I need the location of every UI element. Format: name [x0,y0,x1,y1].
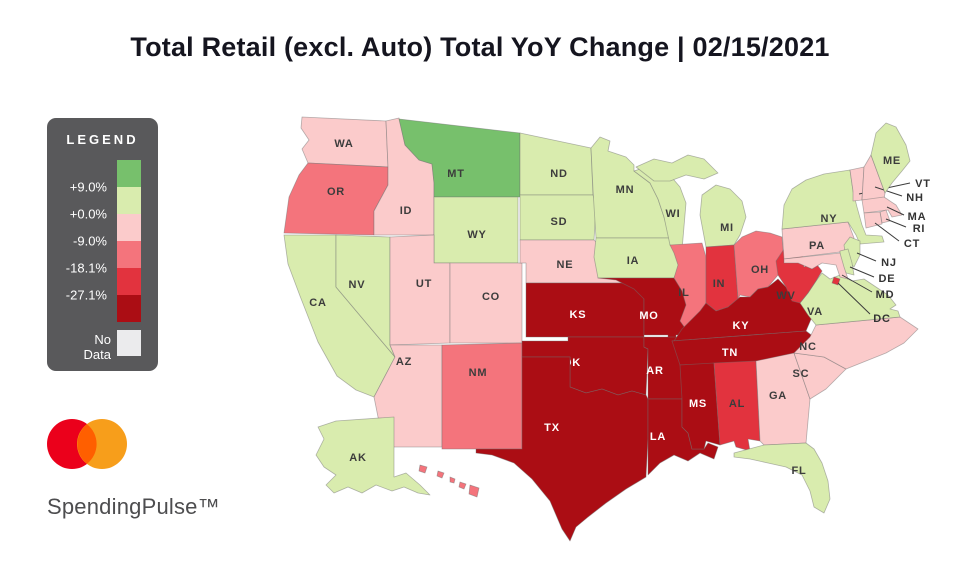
state-callout-label-DE: DE [879,273,896,285]
state-label-AZ: AZ [396,356,412,368]
state-TX [475,356,649,542]
mastercard-overlap-lens [77,424,97,464]
state-callout-label-CT: CT [904,238,920,250]
state-label-WY: WY [467,229,486,241]
state-label-VA: VA [807,306,823,318]
callout-line-MD [841,274,873,293]
state-callout-label-NH: NH [906,192,924,204]
state-callout-label-MD: MD [876,289,895,301]
state-OR [283,162,389,236]
state-label-ND: ND [550,168,568,180]
state-label-MS: MS [689,398,707,410]
state-VT [849,166,865,202]
state-ND [519,132,594,196]
legend-swatch-3 [117,241,141,268]
legend-boundary-label: -9.0% [73,233,107,249]
callout-line-CT [874,222,900,242]
legend-boundary-label: +9.0% [69,179,107,195]
state-label-IN: IN [713,278,726,290]
legend-swatch-4 [117,268,141,295]
state-FL [733,442,831,514]
state-label-NC: NC [799,341,817,353]
state-label-MI: MI [720,222,734,234]
us-choropleth-map: WA OR CA NV ID MT WY UT CO AZ NM ND SD NE KS OK TX MN IA MO… [278,95,960,557]
callout-line-DC [837,282,871,315]
state-HI [418,464,480,498]
state-callout-label-VT: VT [915,178,931,190]
state-CO [449,262,523,344]
state-label-GA: GA [769,390,787,402]
legend-no-data-label: No Data [83,332,111,362]
legend-boundary-label: -27.1% [65,287,107,303]
state-label-SC: SC [793,368,810,380]
legend-swatch-0 [117,160,141,187]
page-title: Total Retail (excl. Auto) Total YoY Chan… [130,32,830,62]
state-label-PA: PA [809,240,825,252]
state-label-NM: NM [469,367,488,379]
state-MI [635,154,747,248]
state-label-AR: AR [646,365,664,377]
callout-line-NJ [856,252,877,262]
state-NC [793,316,919,370]
state-label-OR: OR [327,186,345,198]
state-callout-label-NJ: NJ [881,257,897,269]
legend-no-data-swatch [117,330,141,356]
mastercard-logo [46,418,128,470]
state-label-AK: AK [349,452,367,464]
legend-boundary-label: -18.1% [65,260,107,276]
state-label-CO: CO [482,291,500,303]
state-label-WI: WI [665,208,680,220]
state-label-LA: LA [650,431,666,443]
state-label-ID: ID [400,205,413,217]
legend-labels: +9.0% +0.0% -9.0% -18.1% -27.1% [47,160,111,322]
state-label-UT: UT [416,278,432,290]
state-label-NY: NY [821,213,838,225]
state-label-ME: ME [883,155,901,167]
state-label-IA: IA [627,255,640,267]
callout-line-DE [849,266,875,278]
legend-title: LEGEND [66,132,139,147]
state-ME [870,122,911,194]
legend-boundary-label: +0.0% [69,206,107,222]
state-label-WV: WV [776,290,795,302]
brand-wordmark: SpendingPulse™ [47,494,220,519]
state-label-OH: OH [751,264,769,276]
state-label-NE: NE [557,259,574,271]
state-VA [799,272,901,326]
callout-line-NH [874,186,903,197]
state-label-MO: MO [639,310,658,322]
legend: LEGEND +9.0% +0.0% -9.0% -18.1% -27.1% No Da… [47,118,158,371]
state-label-SD: SD [551,216,568,228]
callout-line-MA [886,206,905,216]
state-label-KY: KY [733,320,750,332]
state-MD [783,252,849,280]
state-label-KS: KS [570,309,587,321]
legend-swatch-2 [117,214,141,241]
state-callout-label-MA: MA [908,211,927,223]
legend-color-ramp [117,160,141,322]
state-label-MT: MT [447,168,464,180]
state-AK [315,416,431,496]
legend-swatch-5 [117,295,141,322]
state-label-NV: NV [349,279,366,291]
callout-line-RI [885,218,907,228]
state-callout-label-RI: RI [913,223,926,235]
legend-swatch-1 [117,187,141,214]
state-NM [441,342,523,450]
state-CT [863,211,883,229]
state-NY [781,169,885,245]
state-label-TN: TN [722,347,738,359]
state-callout-label-DC: DC [873,313,891,325]
state-label-IL: IL [678,287,689,299]
state-label-WA: WA [334,138,353,150]
state-label-FL: FL [791,465,806,477]
state-label-CA: CA [309,297,327,309]
state-label-AL: AL [729,398,745,410]
state-label-TX: TX [544,422,560,434]
state-label-MN: MN [616,184,635,196]
